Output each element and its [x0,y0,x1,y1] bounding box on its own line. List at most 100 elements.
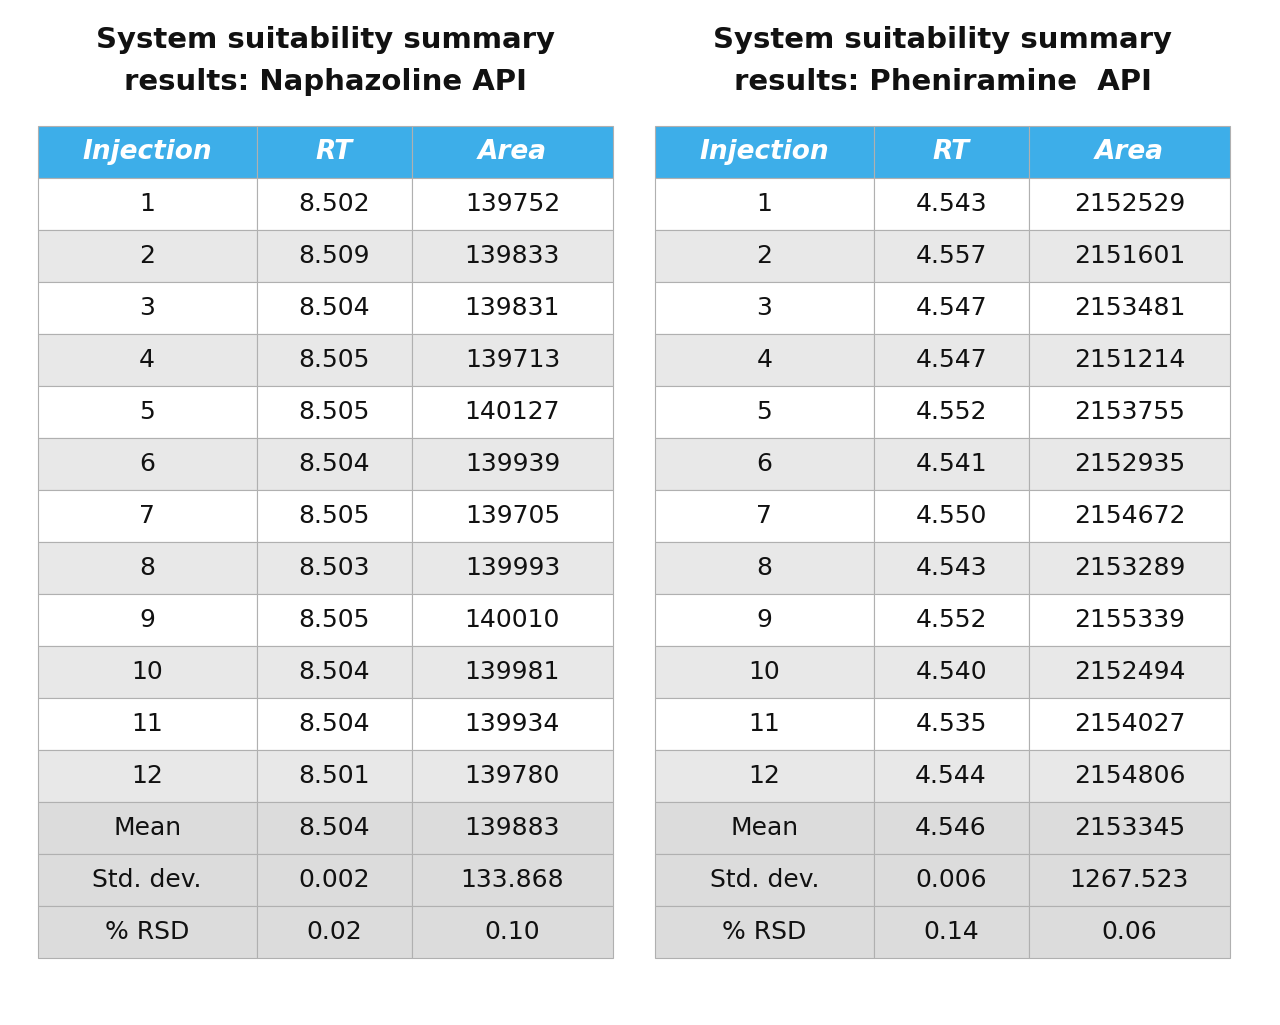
Bar [655,178,873,230]
Text: 140127: 140127 [465,400,561,424]
Bar [256,126,412,178]
Bar [1029,386,1230,438]
Text: 139883: 139883 [465,816,561,840]
Bar [873,386,1029,438]
Text: 0.10: 0.10 [485,920,540,944]
Text: RT: RT [316,139,353,165]
Bar [38,750,256,802]
Bar [256,750,412,802]
Bar [1029,126,1230,178]
Bar [412,854,613,906]
Bar [873,594,1029,646]
Text: 2152529: 2152529 [1074,192,1185,216]
Bar [38,334,256,386]
Text: 2154027: 2154027 [1074,712,1185,736]
Bar [655,802,873,854]
Bar [1029,490,1230,542]
Bar [256,438,412,490]
Text: 4.543: 4.543 [915,556,987,580]
Text: Std. dev.: Std. dev. [709,868,819,892]
Bar [655,126,873,178]
Text: 2152935: 2152935 [1074,452,1185,476]
Text: 8.504: 8.504 [298,452,370,476]
Bar [256,334,412,386]
Text: 2153345: 2153345 [1074,816,1185,840]
Text: 140010: 140010 [465,608,561,632]
Text: RT: RT [933,139,970,165]
Text: 4.547: 4.547 [915,348,987,372]
Bar [1029,646,1230,698]
Bar [655,542,873,594]
Text: 139831: 139831 [465,296,561,320]
Text: 2153289: 2153289 [1074,556,1185,580]
Bar [873,542,1029,594]
Text: 139833: 139833 [465,244,561,268]
Bar [38,646,256,698]
Text: 0.14: 0.14 [923,920,979,944]
Text: 12: 12 [132,764,163,788]
Bar [38,178,256,230]
Text: % RSD: % RSD [722,920,806,944]
Bar [412,230,613,282]
Text: % RSD: % RSD [105,920,189,944]
Bar [412,802,613,854]
Text: 2153755: 2153755 [1074,400,1185,424]
Bar [655,230,873,282]
Bar [655,594,873,646]
Bar [38,542,256,594]
Bar [412,594,613,646]
Text: 11: 11 [132,712,163,736]
Text: 8.504: 8.504 [298,712,370,736]
Bar [412,646,613,698]
Text: Area: Area [1094,139,1164,165]
Text: 0.006: 0.006 [915,868,987,892]
Text: 10: 10 [132,660,163,684]
Bar [38,438,256,490]
Text: Std. dev.: Std. dev. [92,868,202,892]
Bar [256,490,412,542]
Bar [655,386,873,438]
Text: 6: 6 [140,452,155,476]
Text: 0.06: 0.06 [1102,920,1157,944]
Text: Injection: Injection [699,139,829,165]
Bar [873,646,1029,698]
Bar [1029,334,1230,386]
Text: 8.501: 8.501 [298,764,370,788]
Text: System suitability summary: System suitability summary [713,26,1172,54]
Bar [256,906,412,958]
Text: 4.550: 4.550 [915,504,987,528]
Text: 4.552: 4.552 [915,608,987,632]
Text: 7: 7 [140,504,155,528]
Text: 8.502: 8.502 [298,192,370,216]
Bar [1029,178,1230,230]
Bar [38,230,256,282]
Text: 7: 7 [756,504,772,528]
Text: 5: 5 [140,400,155,424]
Text: 2154806: 2154806 [1074,764,1185,788]
Text: 8.505: 8.505 [298,504,370,528]
Text: 8.503: 8.503 [298,556,370,580]
Text: 1: 1 [756,192,772,216]
Text: 4: 4 [140,348,155,372]
Text: 4.535: 4.535 [915,712,987,736]
Text: 11: 11 [749,712,780,736]
Text: results: Pheniramine  API: results: Pheniramine API [733,68,1152,96]
Text: 4.557: 4.557 [915,244,987,268]
Bar [412,438,613,490]
Text: 0.02: 0.02 [306,920,362,944]
Text: 8: 8 [140,556,155,580]
Text: 8.505: 8.505 [298,608,370,632]
Text: 139939: 139939 [465,452,561,476]
Bar [38,386,256,438]
Text: results: Naphazoline API: results: Naphazoline API [124,68,527,96]
Text: 6: 6 [756,452,772,476]
Text: 139981: 139981 [465,660,561,684]
Bar [655,698,873,750]
Bar [412,490,613,542]
Text: 133.868: 133.868 [461,868,564,892]
Text: 3: 3 [140,296,155,320]
Bar [655,334,873,386]
Text: Injection: Injection [82,139,212,165]
Text: 139993: 139993 [465,556,561,580]
Text: 12: 12 [749,764,781,788]
